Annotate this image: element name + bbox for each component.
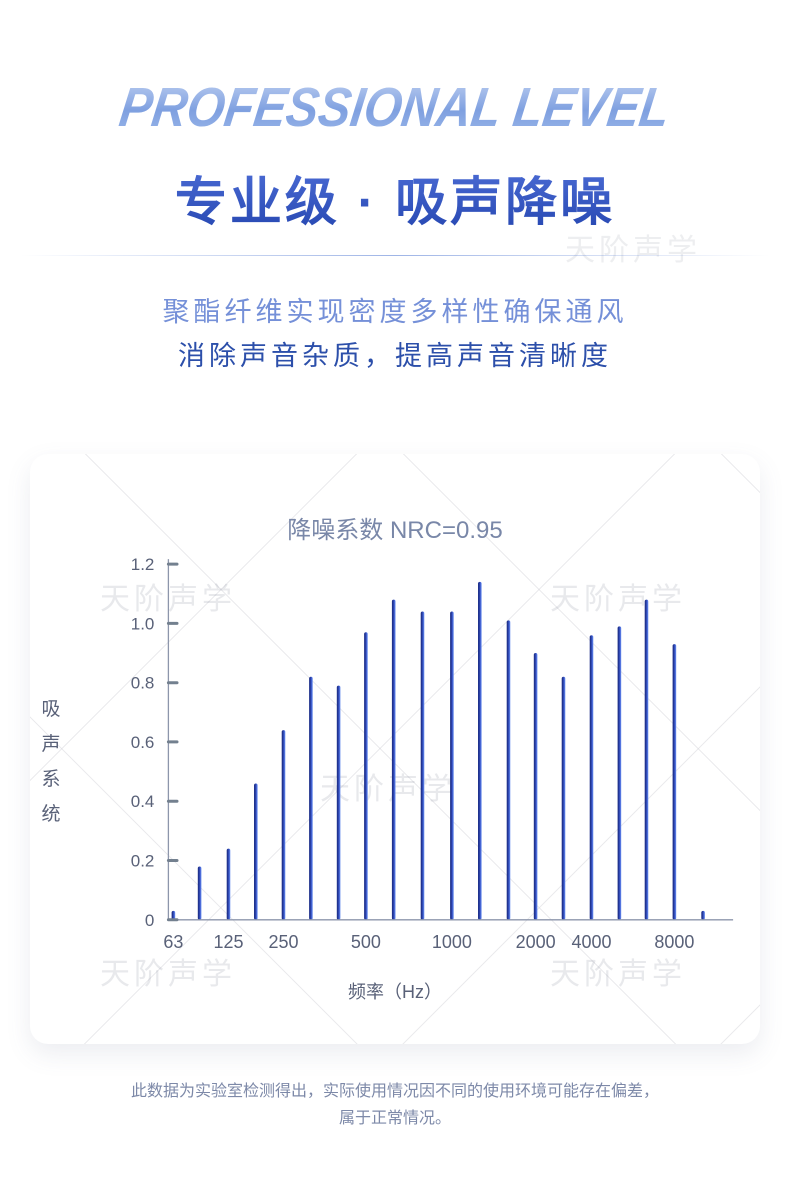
svg-text:4000: 4000 bbox=[571, 932, 611, 952]
svg-text:1.2: 1.2 bbox=[131, 555, 155, 574]
svg-text:0.4: 0.4 bbox=[131, 792, 155, 811]
svg-text:1000: 1000 bbox=[432, 932, 472, 952]
svg-text:1.0: 1.0 bbox=[131, 614, 155, 633]
svg-text:125: 125 bbox=[213, 932, 243, 952]
svg-text:2000: 2000 bbox=[516, 932, 556, 952]
svg-text:500: 500 bbox=[351, 932, 381, 952]
svg-text:0.2: 0.2 bbox=[131, 852, 155, 871]
svg-text:0.8: 0.8 bbox=[131, 674, 155, 693]
svg-text:0.6: 0.6 bbox=[131, 733, 155, 752]
svg-text:8000: 8000 bbox=[654, 932, 694, 952]
svg-text:63: 63 bbox=[163, 932, 183, 952]
svg-text:0: 0 bbox=[145, 911, 154, 930]
svg-text:250: 250 bbox=[268, 932, 298, 952]
